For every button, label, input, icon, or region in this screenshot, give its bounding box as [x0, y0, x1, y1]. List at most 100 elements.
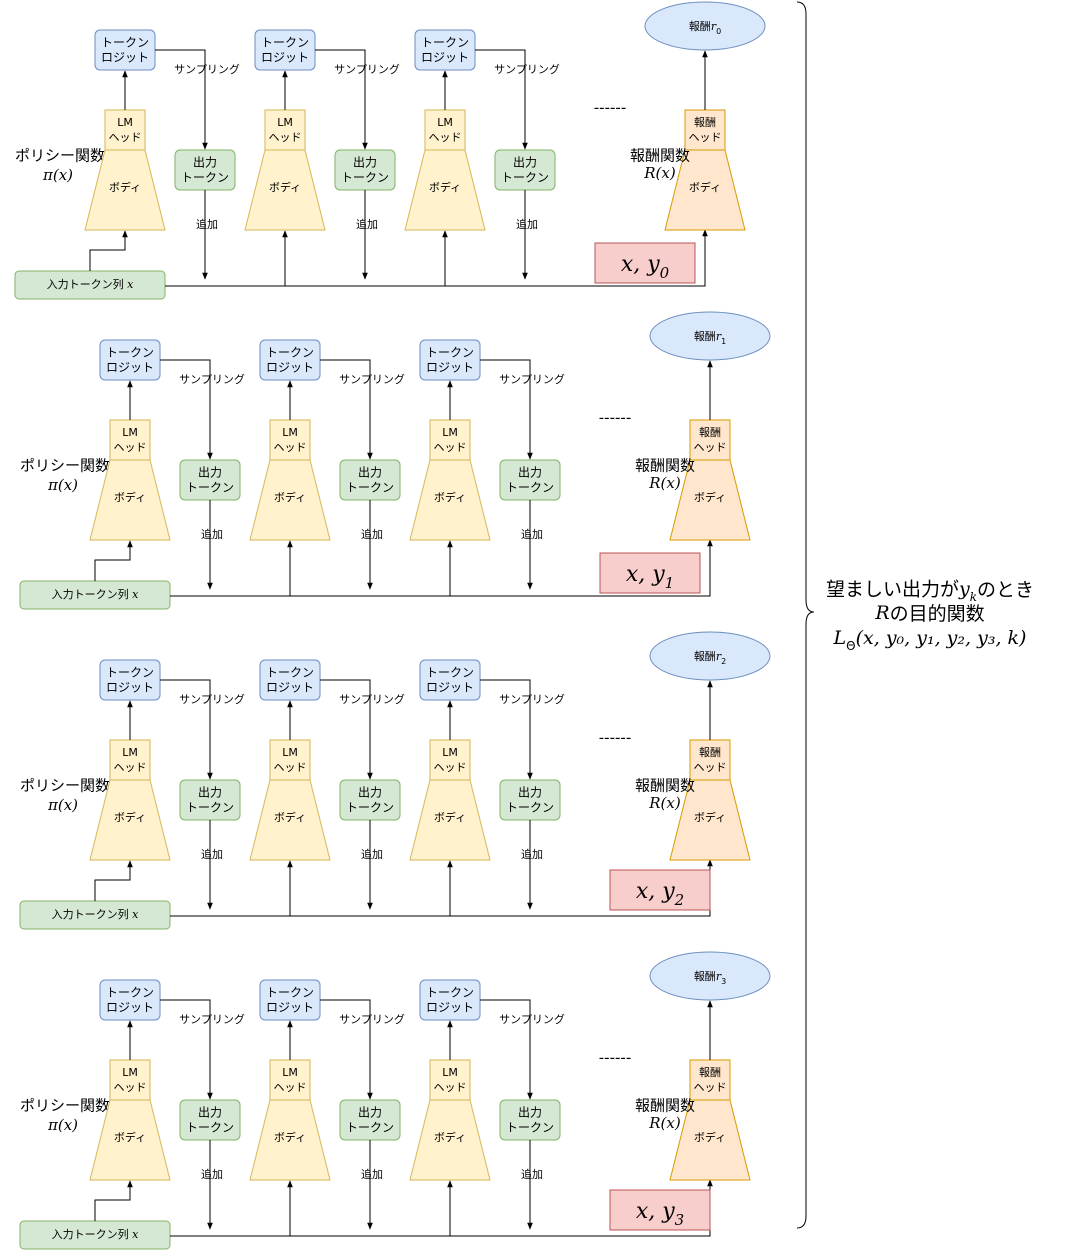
objective-line-1: 望ましい出力がykのとき — [826, 578, 1034, 604]
lm-head-box — [109, 739, 151, 781]
append-label: 追加 — [516, 217, 538, 231]
reward-var: r — [716, 330, 722, 343]
reward-head-label: ヘッド — [689, 131, 722, 144]
policy-math: π(x) — [47, 1116, 78, 1134]
lm-head-label: ヘッド — [269, 131, 302, 144]
reward-function-label: 報酬関数 — [635, 457, 695, 475]
reward-head-box — [689, 419, 731, 461]
reward-head-label: 報酬 — [699, 426, 721, 439]
reward-head-box — [689, 739, 731, 781]
output-token-label: 出力 — [518, 786, 542, 800]
input-to-model-line — [94, 1180, 133, 1221]
lm-head-label: ヘッド — [109, 131, 142, 144]
append-label: 追加 — [196, 217, 218, 231]
reward-function-label: 報酬関数 — [630, 147, 690, 165]
sampling-label: サンプリング — [179, 372, 245, 386]
reward-output-label: 報酬r2 — [694, 650, 726, 666]
lm-head-label: ヘッド — [434, 441, 467, 454]
token-logit-label: トークン — [106, 986, 154, 1000]
ellipsis-dashes: ------ — [599, 1049, 631, 1067]
append-label: 追加 — [201, 527, 223, 541]
reward-head-label: 報酬 — [694, 116, 716, 129]
row-1: 入力トークン列 xポリシー関数π(x)ボディLMヘッドトークンロジットサンプリン… — [19, 311, 771, 610]
reward-sub: 2 — [721, 657, 726, 666]
lm-head-label: ヘッド — [114, 1081, 147, 1094]
reward-var: r — [716, 970, 722, 983]
reward-output-label: 報酬r0 — [689, 20, 721, 36]
model-body-label: ボディ — [274, 490, 306, 504]
append-label: 追加 — [521, 527, 543, 541]
ellipsis-dashes: ------ — [594, 99, 626, 117]
token-logit-label: トークン — [426, 666, 474, 680]
token-logit-label: ロジット — [106, 681, 154, 695]
token-logit-label: ロジット — [261, 51, 309, 65]
sampling-arrow — [320, 359, 373, 460]
model-body-label: ボディ — [434, 1130, 466, 1144]
policy-math: π(x) — [47, 476, 78, 494]
input-token-label: 入力トークン列 x — [52, 907, 140, 921]
reward-head-box — [684, 109, 726, 151]
lm-head-box — [109, 419, 151, 461]
lm-head-label: ヘッド — [434, 1081, 467, 1094]
objective-formula: LΘ(x, y₀, y₁, y₂, y₃, k) — [833, 627, 1027, 653]
output-token-label: 出力 — [358, 1106, 382, 1120]
input-var: x — [132, 588, 139, 601]
token-logit-label: トークン — [261, 36, 309, 50]
append-label: 追加 — [521, 1167, 543, 1181]
reward-head-label: 報酬 — [699, 746, 721, 759]
output-token-label: トークン — [346, 481, 394, 495]
lm-head-label: ヘッド — [114, 441, 147, 454]
lm-head-box — [429, 739, 471, 781]
output-token-label: トークン — [186, 1121, 234, 1135]
token-logit-label: トークン — [266, 346, 314, 360]
reward-var: r — [716, 650, 722, 663]
objective-L: L — [833, 627, 847, 649]
output-token-label: トークン — [181, 171, 229, 185]
output-token-label: トークン — [186, 481, 234, 495]
input-token-label: 入力トークン列 x — [47, 277, 135, 291]
output-token-label: 出力 — [518, 466, 542, 480]
sampling-label: サンプリング — [499, 692, 565, 706]
objective-theta: Θ — [846, 639, 855, 653]
reward-head-label: ヘッド — [694, 1081, 727, 1094]
reward-body-label: ボディ — [689, 180, 721, 194]
sampling-label: サンプリング — [174, 62, 240, 76]
input-token-label: 入力トークン列 x — [52, 587, 140, 601]
reward-output-label: 報酬r3 — [694, 970, 726, 986]
lm-head-label: LM — [282, 1066, 298, 1079]
policy-function-label: ポリシー関数 — [20, 457, 110, 475]
output-token-label: 出力 — [513, 156, 537, 170]
token-logit-label: ロジット — [266, 681, 314, 695]
input-token-box: 入力トークン列 x — [19, 1220, 171, 1250]
model-body-label: ボディ — [114, 1130, 146, 1144]
token-logit-label: ロジット — [106, 361, 154, 375]
lm-head-label: LM — [122, 426, 138, 439]
pair-box: x, y0 — [594, 242, 696, 284]
objective-var-k: k — [970, 590, 977, 604]
lm-head-box — [429, 419, 471, 461]
reward-sub: 3 — [721, 977, 726, 986]
lm-head-label: ヘッド — [434, 761, 467, 774]
lm-head-box — [424, 109, 466, 151]
input-token-label: 入力トークン列 x — [52, 1227, 140, 1241]
output-token-label: トークン — [506, 801, 554, 815]
token-logit-label: トークン — [426, 986, 474, 1000]
lm-head-label: LM — [122, 746, 138, 759]
lm-head-box — [109, 1059, 151, 1101]
lm-head-label: LM — [282, 746, 298, 759]
output-token-label: トークン — [346, 1121, 394, 1135]
input-to-model-line — [89, 230, 128, 271]
sampling-arrow — [480, 679, 533, 780]
lm-head-label: ヘッド — [274, 761, 307, 774]
lm-head-box — [269, 1059, 311, 1101]
output-token-label: 出力 — [198, 786, 222, 800]
lm-head-label: LM — [442, 1066, 458, 1079]
append-label: 追加 — [361, 1167, 383, 1181]
lm-head-label: LM — [277, 116, 293, 129]
sampling-label: サンプリング — [339, 692, 405, 706]
row-0: 入力トークン列 xポリシー関数π(x)ボディLMヘッドトークンロジットサンプリン… — [14, 1, 766, 300]
